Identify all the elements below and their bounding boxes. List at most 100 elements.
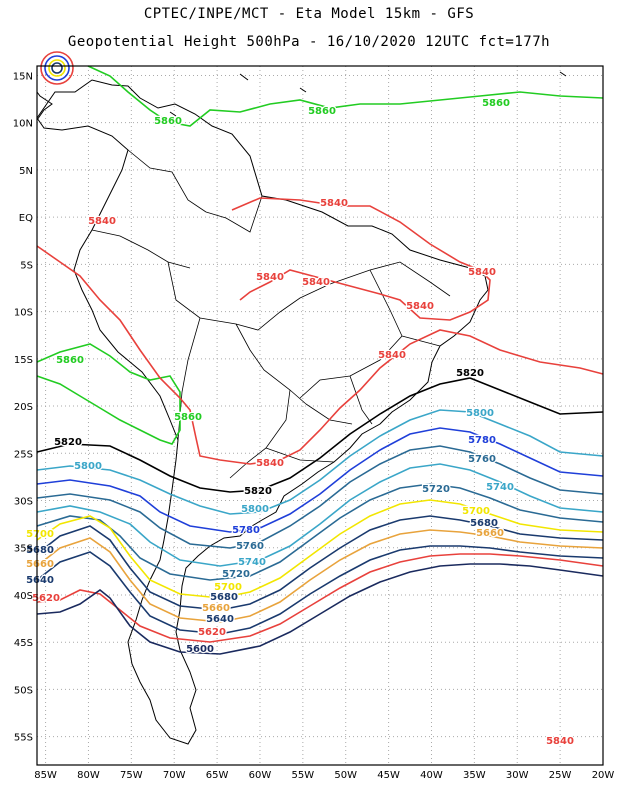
lat-label: 5S (20, 260, 33, 271)
lat-label: 15N (13, 71, 33, 82)
lon-label: 85W (34, 770, 57, 781)
contour-circle-4 (51, 62, 63, 74)
contour-label-5780: 5780 (468, 435, 496, 446)
contour-5840 (36, 245, 604, 465)
contours (36, 51, 604, 655)
lon-label: 75W (120, 770, 143, 781)
lat-label: 30S (14, 497, 33, 508)
contour-label-5840: 5840 (546, 736, 574, 747)
contour-label-5720: 5720 (222, 569, 250, 580)
lon-label: 45W (377, 770, 400, 781)
contour-label-5660: 5660 (26, 559, 54, 570)
contour-label-5680: 5680 (470, 518, 498, 529)
axis-labels: 85W 80W 75W 70W 65W 60W 55W 50W 45W 40W 35W 30W 25W 2… (13, 71, 615, 781)
lon-label: 40W (420, 770, 443, 781)
plot-frame (36, 65, 604, 766)
contour-label-5660: 5660 (476, 528, 504, 539)
contour-5660 (36, 529, 604, 623)
lon-label: 60W (249, 770, 272, 781)
lat-label: EQ (19, 213, 33, 224)
lat-label: 40S (14, 591, 33, 602)
contour-label-5720: 5720 (422, 484, 450, 495)
contour-label-5780: 5780 (232, 525, 260, 536)
contour-label-5620: 5620 (198, 627, 226, 638)
contour-5800 (36, 409, 604, 515)
contour-5720 (36, 483, 604, 581)
title-line-2: Geopotential Height 500hPa - 16/10/2020 … (67, 34, 551, 50)
contour-labels: 5860 5860 5860 5860 5860 5840 5840 5840 5840 5840… (25, 97, 575, 749)
lat-label: 50S (14, 685, 33, 696)
contour-label-5860: 5860 (56, 355, 84, 366)
contour-label-5860: 5860 (482, 98, 510, 109)
caribbean-islands (169, 71, 567, 117)
contour-label-5860: 5860 (308, 106, 336, 117)
lat-label: 20S (14, 402, 33, 413)
contour-label-5680: 5680 (210, 592, 238, 603)
title-line-1: CPTEC/INPE/MCT - Eta Model 15km - GFS (143, 6, 475, 22)
contour-label-5760: 5760 (236, 541, 264, 552)
contour-circle-1 (40, 51, 74, 85)
contour-label-5840: 5840 (378, 350, 406, 361)
contour-label-5820: 5820 (244, 486, 272, 497)
contour-5620 (36, 553, 604, 643)
contour-label-5600: 5600 (186, 644, 214, 655)
contour-label-5840: 5840 (88, 216, 116, 227)
south-america-coast (36, 79, 489, 745)
contour-label-5680: 5680 (26, 545, 54, 556)
lon-label: 20W (592, 770, 615, 781)
contour-5780 (36, 427, 604, 533)
lon-label: 30W (506, 770, 529, 781)
contour-label-5800: 5800 (466, 408, 494, 419)
lat-label: 10N (13, 119, 33, 130)
lon-label: 35W (463, 770, 486, 781)
contour-5700 (36, 499, 604, 599)
contour-label-5800: 5800 (74, 461, 102, 472)
contour-circle-3 (48, 59, 66, 77)
lat-label: 35S (14, 544, 33, 555)
lat-label: 10S (14, 308, 33, 319)
lat-label: 15S (14, 355, 33, 366)
coastline (36, 71, 567, 745)
contour-5840-north (231, 197, 491, 321)
contour-5820 (36, 377, 604, 493)
contour-label-5860: 5860 (154, 116, 182, 127)
contour-5600 (36, 563, 604, 655)
contour-label-5840: 5840 (302, 277, 330, 288)
lon-label: 65W (206, 770, 229, 781)
contour-label-5820: 5820 (456, 368, 484, 379)
lat-label: 55S (14, 733, 33, 744)
lat-label: 5N (19, 166, 33, 177)
lon-label: 70W (163, 770, 186, 781)
contour-label-5620: 5620 (32, 593, 60, 604)
contour-label-5640: 5640 (206, 614, 234, 625)
lon-label: 55W (292, 770, 315, 781)
contour-5640 (36, 545, 604, 635)
contour-5740 (36, 463, 604, 567)
contour-label-5760: 5760 (468, 454, 496, 465)
lon-label: 50W (334, 770, 357, 781)
lon-label: 80W (77, 770, 100, 781)
lon-label: 25W (549, 770, 572, 781)
contour-label-5840: 5840 (406, 301, 434, 312)
contour-label-5860: 5860 (174, 412, 202, 423)
contour-label-5640: 5640 (26, 575, 54, 586)
contour-label-5840: 5840 (320, 198, 348, 209)
contour-label-5840: 5840 (468, 267, 496, 278)
contour-label-5840: 5840 (256, 272, 284, 283)
contour-label-5820: 5820 (54, 437, 82, 448)
contour-label-5660: 5660 (202, 603, 230, 614)
lat-label: 45S (14, 638, 33, 649)
lat-label: 25S (14, 449, 33, 460)
contour-5860-south (36, 343, 181, 445)
contour-circle-2 (44, 55, 70, 81)
contour-label-5700: 5700 (26, 529, 54, 540)
contour-5760 (36, 445, 604, 549)
contour-label-5740: 5740 (486, 482, 514, 493)
contour-label-5840: 5840 (256, 458, 284, 469)
contour-label-5740: 5740 (238, 557, 266, 568)
contour-5680 (36, 515, 604, 611)
contour-label-5700: 5700 (214, 582, 242, 593)
contour-label-5800: 5800 (241, 504, 269, 515)
central-america (36, 91, 53, 121)
